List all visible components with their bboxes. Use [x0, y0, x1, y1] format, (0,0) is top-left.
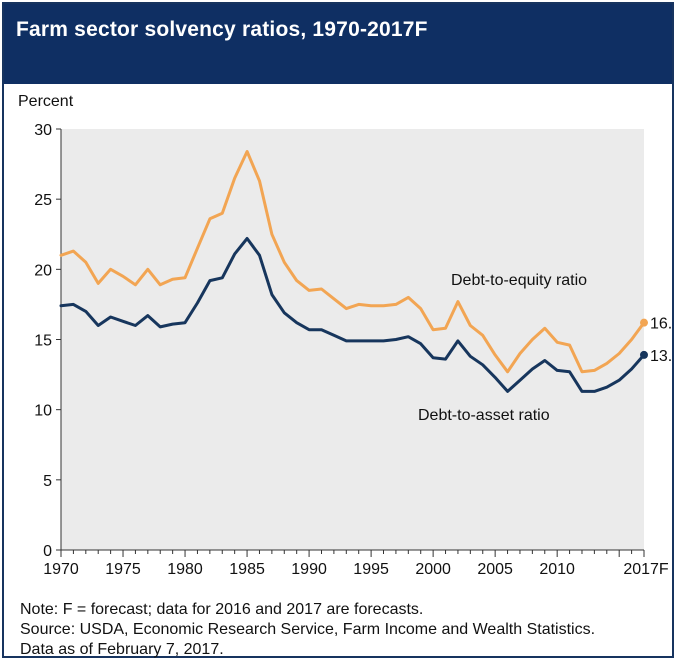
y-tick-label: 10: [34, 403, 52, 420]
x-tick-label: 1985: [229, 561, 265, 578]
y-tick-label: 20: [34, 262, 52, 279]
x-axis: 1970 1975 1980 1985 1990 1995 2000 2005 2010 2017…: [43, 549, 669, 578]
debt-to-equity-inline-label: Debt-to-equity ratio: [451, 272, 587, 289]
series-layer: [59, 150, 648, 393]
y-axis-label: Percent: [18, 93, 74, 110]
debt-to-equity-ratio-end-label: 16.2: [650, 316, 672, 333]
note-text: Note: F = forecast; data for 2016 and 20…: [20, 601, 424, 618]
data-as-of-text: Data as of February 7, 2017.: [20, 641, 224, 658]
y-tick-label: 0: [43, 543, 52, 560]
x-tick-label: 2005: [477, 561, 513, 578]
debt-to-asset-ratio-end-point: [640, 350, 648, 359]
x-tick-label: 2000: [415, 561, 451, 578]
y-tick-label: 5: [43, 473, 52, 490]
chart-title: Farm sector solvency ratios, 1970-2017F: [4, 4, 672, 84]
debt-to-asset-ratio-line: [59, 237, 646, 393]
chart-svg: Percent 0 5 10 15 20 25 30 1970 1975 1980 1985 199…: [18, 93, 672, 578]
x-tick-label: 1990: [291, 561, 327, 578]
debt-to-equity-ratio-end-point: [640, 318, 648, 327]
x-tick-label: 1970: [43, 561, 79, 578]
y-tick-label: 30: [34, 122, 52, 139]
x-tick-label: 1975: [105, 561, 141, 578]
debt-to-asset-inline-label: Debt-to-asset ratio: [418, 407, 550, 424]
label-layer: 16.2 13.9 Debt-to-equity ratio Debt-to-asse…: [418, 272, 672, 424]
x-tick-label: 2010: [539, 561, 575, 578]
x-tick-label: 1995: [353, 561, 389, 578]
source-text: Source: USDA, Economic Research Service,…: [20, 621, 596, 638]
chart-notes: Note: F = forecast; data for 2016 and 20…: [20, 600, 595, 660]
x-tick-label: 1980: [167, 561, 203, 578]
y-tick-label: 25: [34, 192, 52, 209]
y-axis: 0 5 10 15 20 25 30: [34, 122, 62, 560]
x-tick-label-last: 2017F: [623, 561, 669, 578]
debt-to-equity-ratio-line: [59, 150, 646, 374]
debt-to-asset-ratio-end-label: 13.9: [650, 348, 672, 365]
y-tick-label: 15: [34, 333, 52, 350]
